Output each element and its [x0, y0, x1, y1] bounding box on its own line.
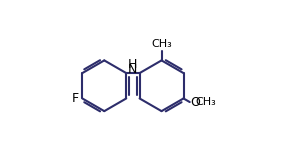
Text: CH₃: CH₃	[195, 97, 216, 107]
Text: H: H	[128, 58, 138, 71]
Text: O: O	[191, 96, 200, 109]
Text: F: F	[72, 92, 79, 105]
Text: CH₃: CH₃	[151, 39, 172, 49]
Text: N: N	[128, 63, 138, 76]
